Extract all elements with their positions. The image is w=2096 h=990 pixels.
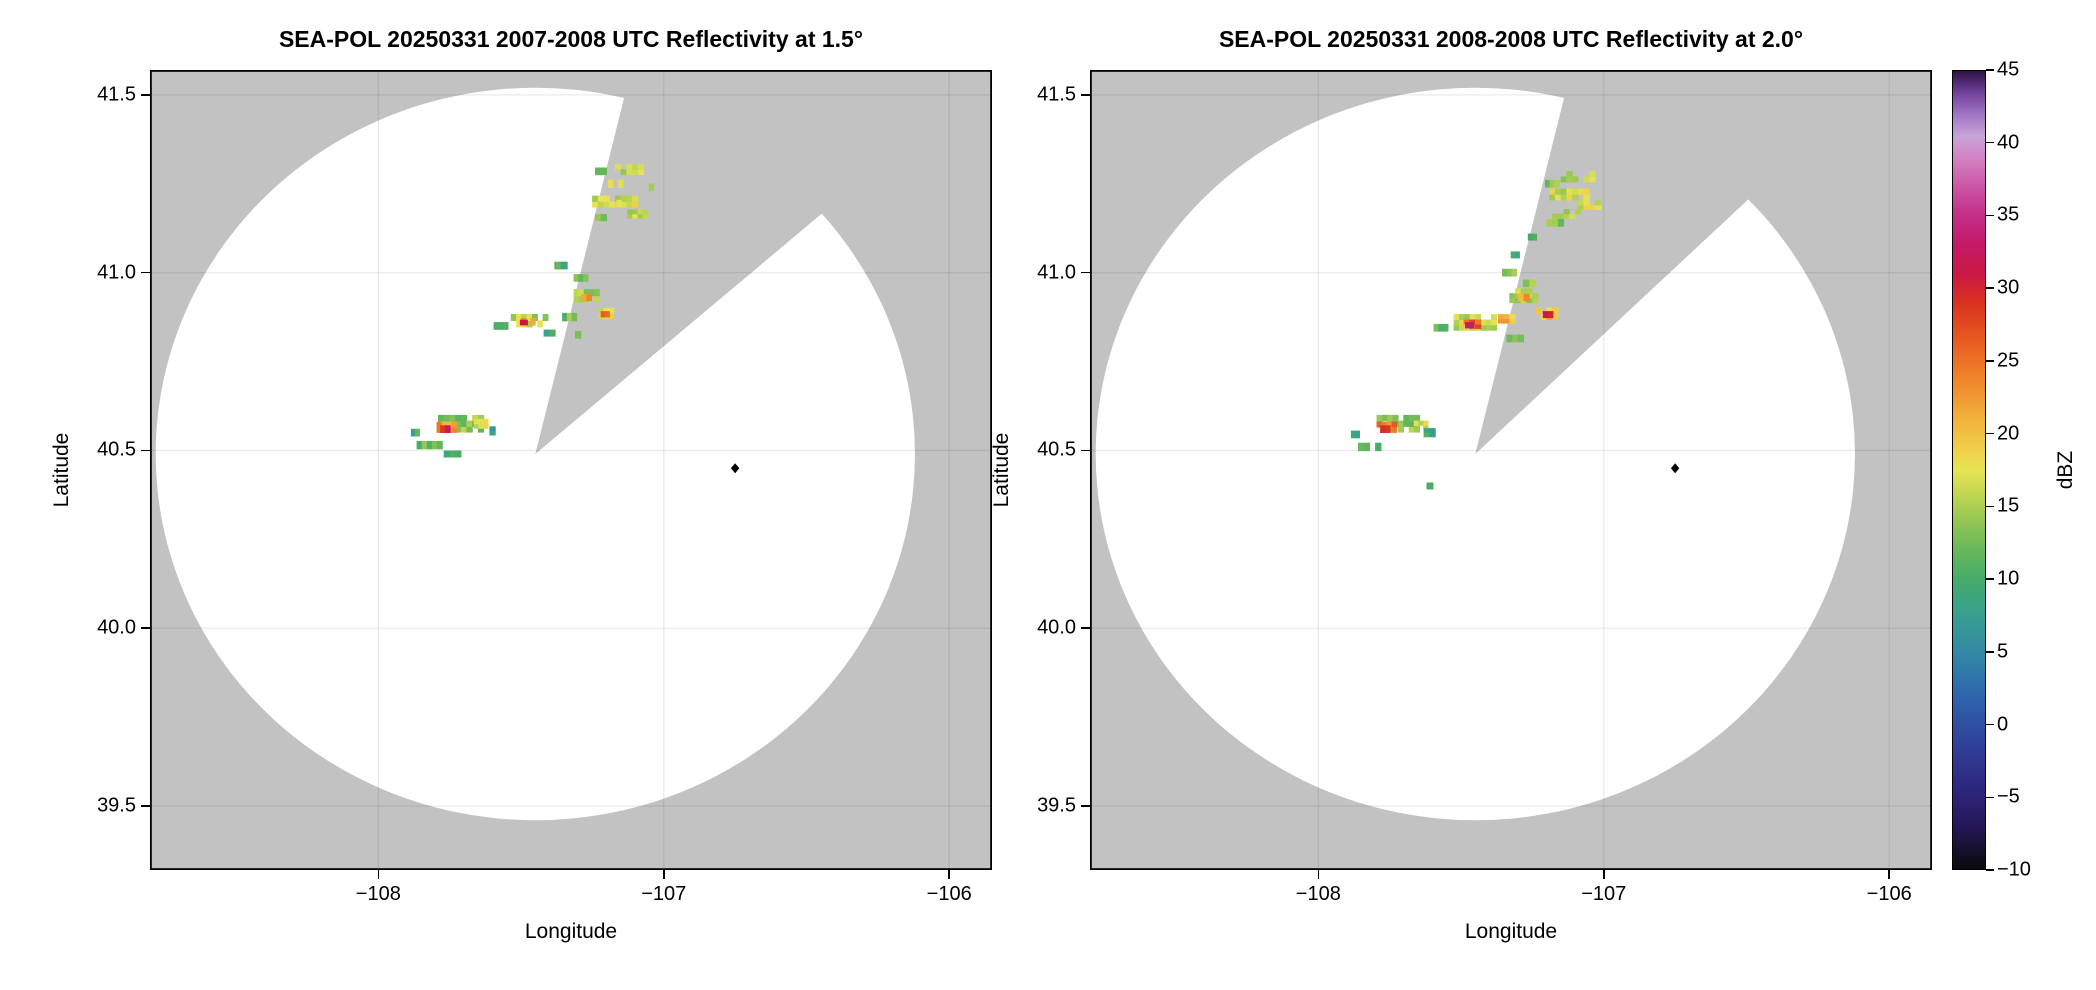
y-tick-mark [1081, 94, 1090, 96]
colorbar-tick-mark [1986, 141, 1994, 144]
x-tick-label: −106 [926, 883, 972, 905]
panel1-radar-plot [150, 70, 992, 870]
colorbar-tick-label: 35 [1997, 203, 2020, 226]
y-tick-label: 41.0 [97, 261, 136, 284]
colorbar-tick-mark [1986, 505, 1994, 508]
colorbar-tick-mark [1986, 651, 1994, 653]
y-tick-label: 40.5 [97, 438, 136, 461]
colorbar-tick-label: 30 [1997, 276, 2020, 299]
colorbar-tick-label: −5 [1997, 785, 2020, 808]
colorbar-tick-mark [1986, 723, 1994, 726]
panel1-xaxis-label: Longitude [524, 920, 618, 943]
x-tick-mark [1888, 870, 1890, 879]
axes-border [1090, 70, 1932, 870]
y-tick-mark [141, 271, 150, 274]
x-tick-mark [1317, 870, 1320, 879]
panel1-title: SEA-POL 20250331 2007-2008 UTC Reflectiv… [278, 26, 864, 52]
y-tick-label: 40.0 [1037, 616, 1076, 639]
colorbar-tick-label: 25 [1997, 349, 2020, 372]
x-tick-label: −107 [1581, 883, 1627, 905]
colorbar-tick-mark [1986, 287, 1994, 289]
colorbar-tick-label: 40 [1997, 131, 2020, 154]
colorbar-tick-mark [1986, 432, 1994, 435]
colorbar-tick-label: 10 [1997, 567, 2020, 590]
colorbar-tick-label: 0 [1997, 713, 2009, 736]
x-tick-label: −106 [1866, 883, 1912, 905]
x-tick-mark [948, 870, 950, 879]
colorbar-tick-mark [1986, 796, 1994, 799]
colorbar-tick-label: 15 [1997, 494, 2020, 517]
colorbar-tick-label: −10 [1997, 858, 2031, 881]
x-tick-label: −108 [1295, 883, 1341, 905]
y-tick-label: 40.5 [1037, 438, 1076, 461]
x-tick-label: −107 [641, 883, 687, 905]
site-marker-diamond [1670, 463, 1680, 474]
colorbar-tick-mark [1986, 578, 1994, 580]
colorbar-tick-mark [1986, 869, 1994, 871]
y-tick-label: 40.0 [97, 616, 136, 639]
y-tick-label: 39.5 [97, 794, 136, 817]
colorbar-tick-mark [1986, 360, 1994, 362]
y-tick-mark [141, 805, 150, 807]
site-marker-diamond [730, 463, 740, 474]
reflectivity-echoes [1350, 171, 1602, 490]
blocked-sector-wedge [1475, 70, 1851, 454]
colorbar-label: dBZ [2054, 450, 2077, 490]
y-tick-label: 39.5 [1037, 794, 1076, 817]
x-tick-mark [377, 870, 380, 879]
x-tick-mark [1603, 870, 1605, 879]
y-tick-mark [1081, 449, 1090, 452]
x-tick-mark [663, 870, 665, 879]
y-tick-mark [1081, 271, 1090, 274]
colorbar-tick-mark [1986, 214, 1994, 217]
y-tick-mark [141, 449, 150, 452]
y-tick-label: 41.0 [1037, 261, 1076, 284]
colorbar-tick-label: 45 [1997, 58, 2020, 81]
y-tick-mark [1081, 805, 1090, 807]
y-tick-mark [141, 94, 150, 96]
panel2-radar-plot [1090, 70, 1932, 870]
radar-ppi-svg [1090, 70, 1932, 870]
x-tick-label: −108 [355, 883, 401, 905]
y-tick-mark [141, 627, 150, 629]
panel1-yaxis-label: Latitude [50, 432, 73, 508]
y-tick-label: 41.5 [1037, 83, 1076, 106]
colorbar-gradient [1952, 70, 1986, 870]
colorbar-tick-label: 20 [1997, 422, 2020, 445]
panel2-title: SEA-POL 20250331 2008-2008 UTC Reflectiv… [1218, 26, 1804, 52]
panel2-xaxis-label: Longitude [1464, 920, 1558, 943]
axes-border [150, 70, 992, 870]
colorbar-tick-mark [1986, 69, 1994, 71]
panel2-yaxis-label: Latitude [990, 432, 1013, 508]
reflectivity-echoes [410, 164, 655, 458]
y-tick-label: 41.5 [97, 83, 136, 106]
radar-ppi-svg [150, 70, 992, 870]
colorbar-tick-label: 5 [1997, 640, 2009, 663]
y-tick-mark [1081, 627, 1090, 629]
